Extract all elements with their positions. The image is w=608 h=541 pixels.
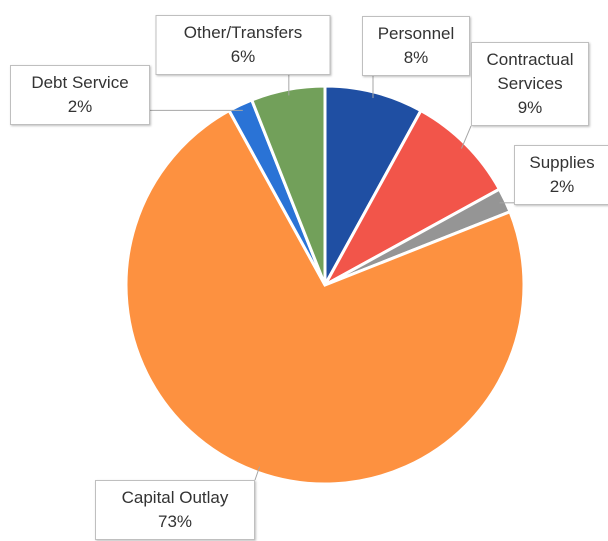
label-value: 2% (67, 97, 93, 116)
label-value: 9% (517, 98, 543, 117)
label-value: 2% (549, 177, 575, 196)
label-value: 6% (230, 47, 256, 66)
label-name: Contractual Services (486, 50, 574, 93)
pie-slice (321, 108, 502, 289)
pie-slice (249, 84, 327, 286)
label-name: Capital Outlay (121, 488, 229, 507)
label-name: Debt Service (31, 73, 129, 92)
label-name: Supplies (529, 153, 595, 172)
label-name: Other/Transfers (183, 23, 303, 42)
label-name: Personnel (377, 24, 455, 43)
data-label: Supplies 2% (514, 145, 608, 205)
data-label: Contractual Services 9% (471, 42, 589, 126)
data-label: Capital Outlay 73% (95, 480, 255, 540)
pie-slice (323, 84, 423, 286)
data-label: Personnel 8% (362, 16, 470, 76)
label-value: 8% (403, 48, 429, 67)
data-label: Debt Service 2% (10, 65, 150, 125)
data-label: Other/Transfers 6% (155, 15, 331, 75)
leader-line (254, 466, 261, 481)
leader-line (461, 125, 472, 149)
label-value: 73% (157, 512, 193, 531)
